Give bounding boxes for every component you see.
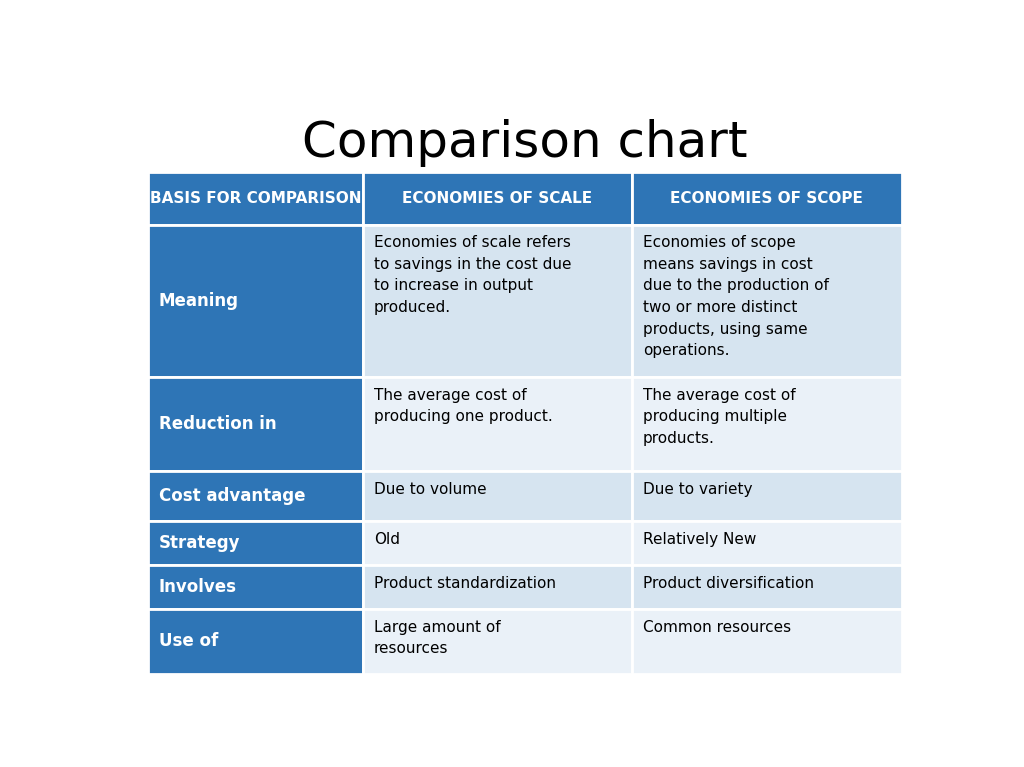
Text: Cost advantage: Cost advantage bbox=[159, 487, 305, 505]
Bar bbox=[362, 172, 632, 225]
Bar bbox=[632, 471, 902, 521]
Text: ECONOMIES OF SCOPE: ECONOMIES OF SCOPE bbox=[671, 191, 863, 206]
Text: Relatively New: Relatively New bbox=[643, 532, 757, 547]
Text: Use of: Use of bbox=[159, 633, 218, 650]
Text: Economies of scope
means savings in cost
due to the production of
two or more di: Economies of scope means savings in cost… bbox=[643, 235, 828, 358]
Text: Comparison chart: Comparison chart bbox=[302, 119, 748, 166]
Bar bbox=[632, 565, 902, 609]
Text: Old: Old bbox=[374, 532, 399, 547]
Text: Economies of scale refers
to savings in the cost due
to increase in output
produ: Economies of scale refers to savings in … bbox=[374, 235, 571, 315]
Text: Reduction in: Reduction in bbox=[159, 415, 276, 433]
Text: Common resources: Common resources bbox=[643, 620, 792, 635]
Text: The average cost of
producing one product.: The average cost of producing one produc… bbox=[374, 388, 553, 424]
Bar bbox=[147, 521, 362, 565]
Bar bbox=[147, 172, 362, 225]
Text: Large amount of
resources: Large amount of resources bbox=[374, 620, 501, 657]
Text: The average cost of
producing multiple
products.: The average cost of producing multiple p… bbox=[643, 388, 796, 446]
Bar bbox=[362, 471, 632, 521]
Bar bbox=[632, 609, 902, 673]
Bar bbox=[362, 225, 632, 377]
Text: Product diversification: Product diversification bbox=[643, 576, 814, 591]
Bar bbox=[147, 609, 362, 673]
Text: Meaning: Meaning bbox=[159, 292, 239, 310]
Bar bbox=[147, 377, 362, 471]
Bar bbox=[632, 172, 902, 225]
Text: ECONOMIES OF SCALE: ECONOMIES OF SCALE bbox=[402, 191, 592, 206]
Bar bbox=[362, 565, 632, 609]
Text: Strategy: Strategy bbox=[159, 534, 241, 552]
Text: Product standardization: Product standardization bbox=[374, 576, 556, 591]
Bar bbox=[147, 471, 362, 521]
Text: Due to volume: Due to volume bbox=[374, 482, 486, 497]
Bar bbox=[362, 521, 632, 565]
Text: Involves: Involves bbox=[159, 578, 237, 596]
Bar bbox=[147, 225, 362, 377]
Text: Due to variety: Due to variety bbox=[643, 482, 753, 497]
Bar bbox=[632, 377, 902, 471]
Bar bbox=[362, 609, 632, 673]
Bar bbox=[632, 521, 902, 565]
Bar bbox=[632, 225, 902, 377]
Text: BASIS FOR COMPARISON: BASIS FOR COMPARISON bbox=[150, 191, 361, 206]
Bar bbox=[362, 377, 632, 471]
Bar bbox=[147, 565, 362, 609]
